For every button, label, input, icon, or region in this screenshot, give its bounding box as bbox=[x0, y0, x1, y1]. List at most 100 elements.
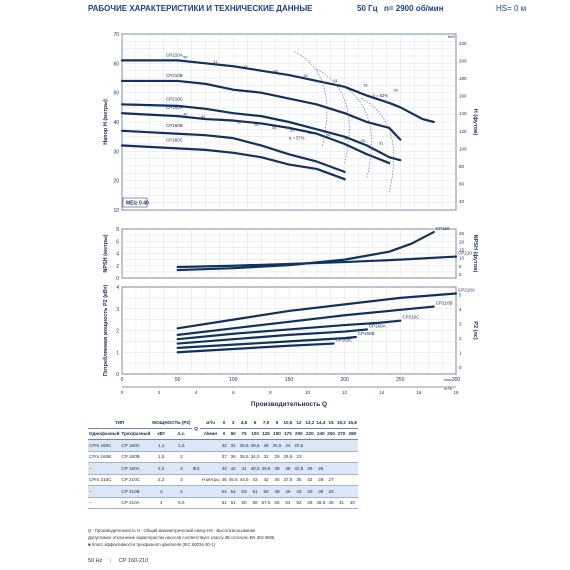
efficiency-mark: 48 bbox=[273, 69, 277, 73]
head-value bbox=[346, 462, 358, 475]
table-row: – CP 210B 3 4 54 54 53 51 50 48 46 43 40 38 34 bbox=[88, 485, 358, 498]
head-value: 36 bbox=[282, 462, 294, 475]
y-tick-label-right: 2 bbox=[459, 336, 462, 341]
head-value: 43 bbox=[293, 485, 305, 498]
head-value: 41 bbox=[238, 462, 250, 475]
head-value bbox=[346, 485, 358, 498]
head-value: 44,5 bbox=[238, 474, 250, 486]
y-tick-label-right: 40 bbox=[459, 199, 465, 204]
y-tick-label-right: 180 bbox=[459, 76, 467, 81]
head-value: 43 bbox=[220, 462, 228, 475]
head-value: 60 bbox=[238, 497, 250, 509]
power-kw: 4 bbox=[151, 497, 172, 509]
efficiency-mark: 50 bbox=[394, 88, 398, 92]
single-phase-model: CPm 210C bbox=[88, 474, 121, 486]
y-tick-label: 60 bbox=[113, 61, 119, 67]
x-tick-label-m3h: 10 bbox=[305, 390, 311, 395]
series-label-CP160A: CP160A bbox=[369, 323, 386, 328]
lmin-header: л/мин bbox=[200, 428, 221, 440]
x-axis-label: Производительность Q bbox=[251, 401, 327, 408]
power-hp: 3 bbox=[171, 462, 192, 475]
head-value: 46,5 bbox=[315, 497, 327, 509]
note-tolerance: Допустимое отклонение характеристик насо… bbox=[88, 535, 276, 540]
note-ie-class: ■ Класс эффективности трехфазного двигат… bbox=[88, 542, 215, 547]
head-value: 56 bbox=[271, 497, 283, 509]
head-value bbox=[346, 474, 358, 486]
x-tick-label: 100 bbox=[229, 377, 238, 383]
power-hp: 5,5 bbox=[171, 497, 192, 509]
efficiency-mark: 55 bbox=[308, 131, 312, 135]
x-tick-label-m3h: 2 bbox=[158, 390, 161, 395]
y-tick-label: 1 bbox=[116, 350, 119, 356]
head-value: 37 bbox=[220, 451, 228, 463]
head-value bbox=[326, 451, 336, 463]
head-value: 39,5 bbox=[260, 462, 272, 475]
table-row: – CP 210A 4 5,5 61 61 60 59 57,5 56 54 52 49 46,5 45 41… bbox=[88, 497, 358, 509]
series-line-CP160A bbox=[120, 112, 391, 165]
y-tick-label-right: 60 bbox=[459, 182, 465, 187]
single-phase-header: Однофазный bbox=[88, 428, 121, 440]
y-tick-label-right: 25 bbox=[459, 231, 465, 236]
head-value: 59 bbox=[249, 497, 261, 509]
y-tick-label: 40 bbox=[113, 120, 119, 126]
head-value: 28 bbox=[260, 439, 272, 452]
hp-header: л.с. bbox=[171, 428, 192, 440]
y-tick-label-right: 10 bbox=[459, 256, 465, 261]
note-legend: Q - Производительность H - Общий маномет… bbox=[88, 528, 256, 533]
head-value: 51 bbox=[249, 485, 261, 498]
head-value: 26 bbox=[315, 462, 327, 475]
head-value: 30,5 bbox=[238, 439, 250, 452]
three-phase-model: CP 210A bbox=[120, 497, 152, 509]
head-value bbox=[335, 462, 347, 475]
h-label: H метры bbox=[200, 474, 221, 486]
series-line-CP160B bbox=[176, 335, 357, 349]
head-value: 36 bbox=[227, 451, 239, 463]
head-value: 35,5 bbox=[238, 451, 250, 463]
head-value: 40 bbox=[346, 497, 358, 509]
power-header: МОЩНОСТЬ (P2) bbox=[151, 417, 192, 429]
ie-class bbox=[191, 439, 201, 452]
q-value: 270 bbox=[335, 428, 347, 440]
head-value bbox=[315, 451, 327, 463]
y-tick-label: 2 bbox=[116, 329, 119, 335]
series-line-CP160C bbox=[176, 342, 335, 354]
page-title: РАБОЧИЕ ХАРАКТЕРИСТИКИ И ТЕХНИЧЕСКИЕ ДАН… bbox=[88, 4, 313, 13]
q-value: 50 bbox=[227, 428, 239, 440]
series-label-CP210C: CP210C bbox=[402, 315, 420, 320]
performance-charts: 1020304050607040608010012014016018020022… bbox=[102, 32, 479, 408]
head-value: 27 bbox=[326, 474, 336, 486]
head-value: 29 bbox=[304, 462, 316, 475]
q-value: 250 bbox=[326, 428, 336, 440]
power-kw: 2,2 bbox=[151, 462, 172, 475]
single-phase-model: CPm 160C bbox=[88, 439, 121, 452]
x-tick-label-m3h: 6 bbox=[232, 390, 235, 395]
y-tick-label: 70 bbox=[113, 32, 119, 38]
head-value: 34,5 bbox=[249, 451, 261, 463]
footer-hz: 50 Hz bbox=[88, 558, 103, 564]
h-label bbox=[200, 451, 221, 463]
y-axis-label: NPSH (метры) bbox=[103, 234, 109, 272]
q-value: 280 bbox=[346, 428, 358, 440]
three-phase-header: Трехфазный bbox=[120, 428, 152, 440]
x-tick-label-m3h: 18 bbox=[453, 390, 459, 395]
ie-class bbox=[191, 497, 201, 509]
y-tick-label: 20 bbox=[113, 179, 119, 185]
head-value: 24 bbox=[282, 439, 294, 452]
head-value: 32 bbox=[304, 474, 316, 486]
q-value: 175 bbox=[282, 428, 294, 440]
head-value: 32 bbox=[220, 439, 228, 452]
x-tick-label: 250 bbox=[396, 377, 405, 383]
q-value: 4,5 bbox=[238, 417, 250, 429]
head-value: 54 bbox=[282, 497, 294, 509]
x-tick-label-m3h: 4 bbox=[195, 390, 198, 395]
y-tick-label-right: 220 bbox=[459, 41, 467, 46]
spec-header-row-2: Однофазный Трехфазный кВт л.с. л/мин 0 50… bbox=[88, 428, 358, 440]
head-value bbox=[335, 451, 347, 463]
efficiency-mark: 55 bbox=[183, 55, 187, 59]
table-row: – CP 160A 2,2 3 IE3 43 42 41 40,5 39,5 38 36 32,5 29 2… bbox=[88, 462, 358, 475]
series-line-CP160A bbox=[176, 328, 369, 345]
y-tick-label-right: 200 bbox=[459, 58, 467, 63]
ie-class bbox=[191, 451, 201, 463]
y-axis-label: Потребляемая мощность P2 (кВт) bbox=[102, 285, 109, 377]
y-tick-label-right: 15 bbox=[459, 247, 465, 252]
